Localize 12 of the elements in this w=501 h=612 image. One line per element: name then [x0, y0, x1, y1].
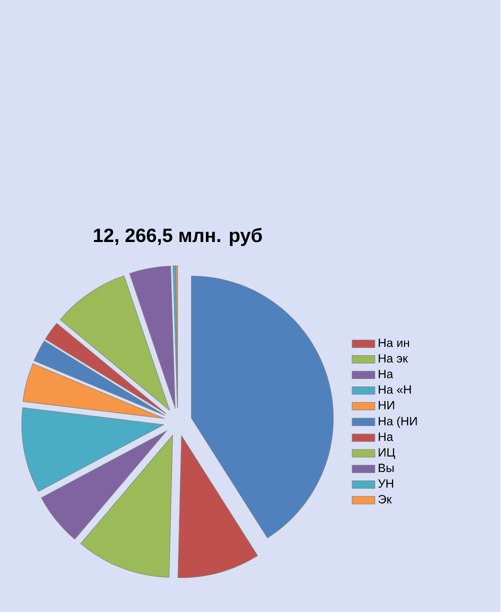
legend-label: На: [378, 370, 394, 378]
legend-label: На (НИ: [378, 416, 417, 428]
legend-label: На ин: [378, 338, 410, 348]
legend-label: НИ: [378, 401, 394, 410]
chart-title: 12, 266,5 млн. руб: [94, 228, 262, 246]
legend-label: УН: [378, 479, 394, 488]
legend-label: Эк: [378, 494, 392, 504]
legend-label: ИЦ: [378, 448, 396, 459]
legend-label: Вы: [378, 464, 394, 472]
legend-label: На эк: [378, 354, 408, 363]
legend-label: На «Н: [378, 385, 411, 394]
legend-label: На: [378, 432, 394, 441]
